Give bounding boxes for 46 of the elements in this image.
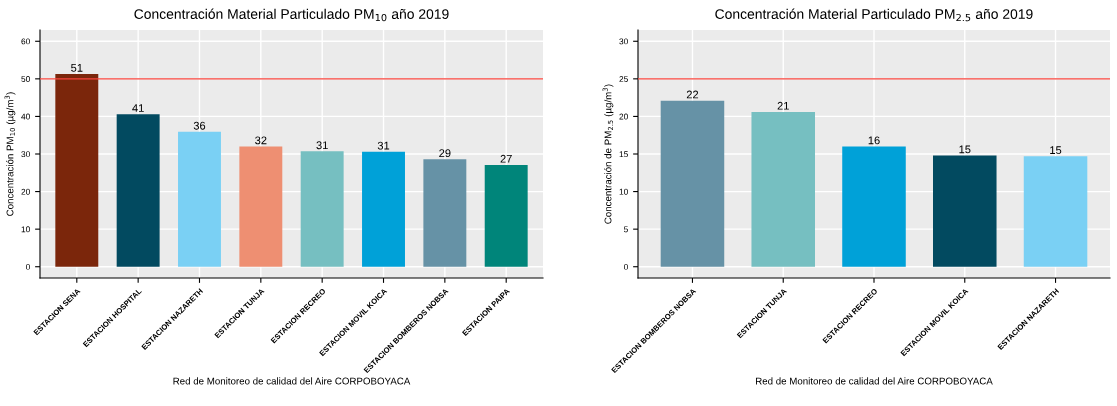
- data-label: 27: [500, 154, 512, 163]
- y-tick-label: 5: [623, 226, 628, 233]
- bar: [842, 146, 906, 267]
- y-tick-label: 30: [21, 151, 30, 158]
- data-label: 29: [439, 149, 451, 158]
- y-tick-label: 10: [619, 188, 628, 195]
- bar: [1023, 156, 1088, 267]
- chart-title: Concentración Material Particulado PM$_{2.5}$ año 2019: [715, 8, 1033, 22]
- bar: [362, 151, 405, 267]
- data-label: 32: [255, 136, 267, 145]
- bar: [933, 155, 997, 267]
- data-label: 15: [959, 145, 971, 154]
- bar: [751, 111, 815, 267]
- data-label: 31: [316, 141, 328, 150]
- x-axis-title: Red de Monitoreo de calidad del Aire CORPOBOYACA: [756, 377, 993, 385]
- y-tick-label: 25: [619, 76, 628, 82]
- data-label: 15: [1050, 146, 1062, 155]
- x-axis-title: Red de Monitoreo de calidad del Aire CORPOBOYACA: [173, 377, 411, 385]
- bar: [239, 146, 283, 267]
- y-tick-label: 0: [623, 263, 628, 270]
- data-label: 36: [193, 121, 206, 130]
- y-tick-label: 30: [619, 38, 628, 45]
- bar: [178, 131, 221, 267]
- data-label: 21: [777, 101, 789, 110]
- y-tick-label: 60: [21, 38, 30, 45]
- y-tick-label: 15: [619, 151, 628, 158]
- bar: [55, 73, 99, 267]
- y-tick-label: 20: [619, 113, 628, 120]
- data-label: 22: [686, 90, 699, 99]
- bar: [660, 100, 725, 267]
- data-label: 31: [377, 141, 390, 150]
- data-label: 16: [868, 136, 880, 145]
- y-tick-label: 10: [21, 226, 30, 233]
- chart-title: Concentración Material Particulado PM$_{10}$ año 2019: [134, 8, 449, 22]
- bar: [300, 151, 344, 267]
- bar: [423, 159, 467, 267]
- y-tick-label: 20: [21, 188, 30, 195]
- bar: [116, 114, 160, 267]
- y-tick-label: 40: [21, 113, 30, 120]
- y-tick-label: 0: [25, 263, 30, 270]
- data-label: 41: [132, 104, 144, 112]
- y-axis-title: Concentración de PM$_{2.5}$ (µg/m$^{3}$): [602, 84, 614, 224]
- bar: [484, 164, 528, 267]
- data-label: 51: [71, 64, 83, 72]
- y-axis-title: Concentración PM$_{10}$ (µg/m$^{3}$): [4, 92, 16, 216]
- y-tick-label: 50: [21, 76, 30, 82]
